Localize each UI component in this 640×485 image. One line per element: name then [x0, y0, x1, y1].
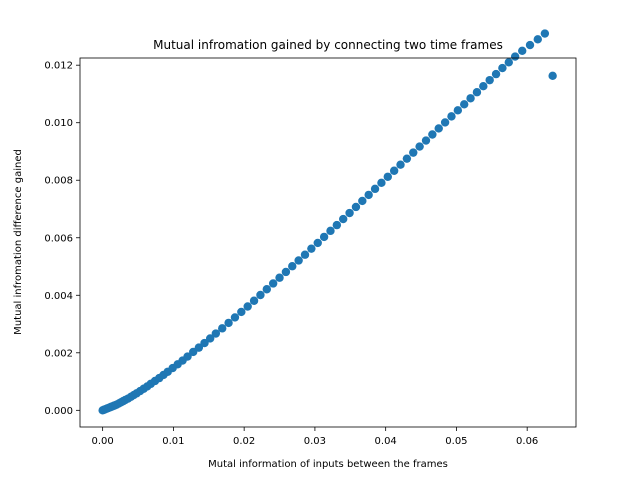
data-point: [307, 244, 316, 253]
data-point: [218, 324, 227, 333]
data-point: [533, 35, 542, 44]
data-point: [237, 307, 246, 317]
data-point: [268, 279, 278, 288]
data-point: [288, 262, 297, 271]
data-point: [409, 148, 418, 157]
data-point: [249, 296, 259, 305]
data-point: [421, 136, 431, 145]
x-tick-label: 0.03: [304, 436, 326, 447]
data-point: [275, 273, 284, 282]
data-point: [351, 202, 361, 212]
data-point: [518, 46, 527, 56]
data-point: [504, 58, 513, 67]
x-axis-ticks: 0.00 0.01 0.02 0.03 0.04 0.05 0.06: [92, 427, 538, 447]
x-tick-label: 0.01: [162, 436, 184, 447]
x-axis-label: Mutal information of inputs between the …: [208, 459, 448, 470]
data-point: [205, 334, 215, 343]
data-point: [548, 71, 557, 81]
data-point: [472, 88, 482, 97]
data-point: [313, 238, 322, 248]
data-point: [525, 40, 535, 50]
data-point: [428, 130, 437, 139]
data-point: [345, 208, 354, 218]
x-tick-label: 0.02: [233, 436, 255, 447]
data-point: [256, 290, 265, 300]
y-axis-ticks: 0.000 0.002 0.004 0.006 0.008 0.010 0.012: [44, 61, 80, 417]
data-point: [485, 75, 494, 85]
x-tick-label: 0.05: [445, 436, 467, 447]
data-point: [194, 343, 204, 352]
data-point: [358, 196, 367, 206]
data-point: [440, 118, 450, 127]
data-point: [479, 81, 488, 91]
y-tick-label: 0.006: [44, 233, 73, 244]
data-point: [510, 52, 520, 61]
data-points: [98, 29, 557, 415]
y-tick-label: 0.008: [44, 176, 73, 187]
data-point: [453, 106, 463, 115]
data-point: [364, 190, 373, 200]
data-point: [300, 250, 310, 259]
data-point: [224, 318, 233, 328]
data-point: [370, 184, 380, 194]
x-tick-label: 0.06: [516, 436, 538, 447]
y-tick-label: 0.002: [44, 348, 73, 359]
data-point: [396, 160, 405, 169]
data-point: [377, 178, 386, 188]
y-tick-label: 0.010: [44, 118, 73, 129]
data-point: [243, 302, 252, 311]
data-point: [402, 154, 412, 163]
data-point: [383, 172, 392, 181]
data-point: [491, 69, 501, 79]
data-point: [415, 142, 424, 151]
data-point: [332, 220, 342, 230]
x-tick-label: 0.00: [92, 436, 114, 447]
data-point: [281, 267, 291, 277]
data-point: [434, 124, 443, 133]
chart-title: Mutual infromation gained by connecting …: [153, 38, 503, 52]
data-point: [326, 226, 335, 236]
data-point: [498, 63, 507, 73]
data-point: [230, 313, 240, 322]
data-point: [466, 94, 475, 103]
data-point: [339, 214, 348, 224]
y-tick-label: 0.004: [44, 291, 73, 302]
data-point: [262, 285, 271, 294]
data-point: [540, 29, 550, 38]
y-axis-label: Mutual infromation difference gained: [13, 149, 24, 335]
data-point: [294, 256, 303, 265]
data-point: [319, 232, 329, 242]
data-point: [183, 352, 192, 361]
data-point: [460, 100, 469, 109]
x-tick-label: 0.04: [375, 436, 397, 447]
data-point: [211, 329, 221, 338]
data-point: [447, 112, 456, 121]
data-point: [200, 338, 209, 348]
y-tick-label: 0.000: [44, 406, 73, 417]
y-tick-label: 0.012: [44, 61, 73, 72]
axes-frame: [79, 57, 577, 428]
data-point: [389, 166, 399, 175]
